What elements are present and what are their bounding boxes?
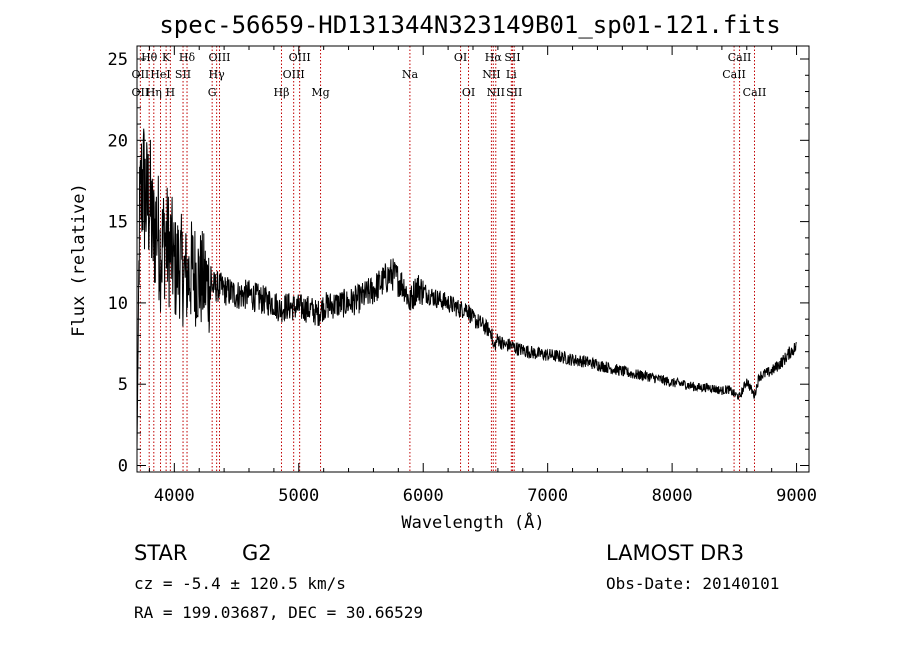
emission-line-label: Mg bbox=[311, 86, 329, 99]
coordinates: RA = 199.03687, DEC = 30.66529 bbox=[134, 603, 423, 622]
x-tick-label: 7000 bbox=[527, 486, 568, 506]
emission-line-label: OII bbox=[132, 86, 150, 99]
emission-line-label: H bbox=[166, 86, 176, 99]
emission-line-label: Hγ bbox=[209, 68, 226, 81]
chart-title: spec-56659-HD131344N323149B01_sp01-121.f… bbox=[159, 11, 780, 39]
x-axis-ticks: 4000 5000 6000 7000 8000 9000 bbox=[148, 46, 817, 506]
y-tick-label: 10 bbox=[108, 294, 128, 314]
emission-line-label: CaII bbox=[743, 86, 767, 99]
object-subclass: G2 bbox=[242, 541, 272, 565]
y-tick-label: 15 bbox=[108, 213, 128, 233]
emission-line-label: CaII bbox=[722, 68, 746, 81]
emission-line-label: OIII bbox=[283, 68, 305, 81]
emission-line-label: OIII bbox=[289, 51, 311, 64]
emission-line-label: OII bbox=[132, 68, 150, 81]
emission-line-label: OI bbox=[454, 51, 467, 64]
x-tick-label: 5000 bbox=[278, 486, 319, 506]
y-axis-label: Flux (relative) bbox=[69, 183, 89, 337]
emission-line-label: OIII bbox=[208, 51, 230, 64]
emission-line-label: Li bbox=[506, 68, 517, 81]
emission-line-label: Hβ bbox=[274, 86, 290, 99]
emission-line-label: K bbox=[162, 51, 171, 64]
survey-name: LAMOST DR3 bbox=[606, 541, 744, 565]
obs-date: Obs-Date: 20140101 bbox=[606, 574, 779, 593]
y-tick-label: 20 bbox=[108, 131, 128, 151]
emission-line-label: Hη bbox=[146, 86, 162, 99]
y-tick-label: 5 bbox=[118, 375, 128, 395]
emission-line-label: SII bbox=[504, 51, 520, 64]
emission-line-label: NII bbox=[482, 68, 500, 81]
emission-line-label: HeI bbox=[150, 68, 170, 81]
emission-line-label: SII bbox=[506, 86, 522, 99]
emission-line-label: NII bbox=[487, 86, 505, 99]
y-tick-label: 25 bbox=[108, 50, 128, 70]
x-tick-label: 9000 bbox=[776, 486, 817, 506]
emission-line-label: Hθ bbox=[141, 51, 158, 64]
plot-frame bbox=[136, 45, 810, 473]
emission-line-label: OI bbox=[462, 86, 475, 99]
emission-line-label: Hα bbox=[485, 51, 503, 64]
emission-line-label: Hδ bbox=[179, 51, 196, 64]
emission-line-label: CaII bbox=[728, 51, 752, 64]
y-axis-ticks: 0 5 10 15 20 25 bbox=[108, 50, 809, 476]
x-tick-label: 4000 bbox=[154, 486, 195, 506]
emission-line-label: Na bbox=[402, 68, 419, 81]
emission-line-label: G bbox=[208, 86, 217, 99]
x-axis-label: Wavelength (Å) bbox=[401, 511, 544, 533]
emission-line-label: SII bbox=[175, 68, 191, 81]
x-tick-label: 8000 bbox=[652, 486, 693, 506]
y-tick-label: 0 bbox=[118, 456, 128, 476]
flux-series-line bbox=[136, 128, 797, 450]
emission-line-markers bbox=[139, 46, 755, 472]
x-tick-label: 6000 bbox=[403, 486, 444, 506]
redshift-text: cz = -5.4 ± 120.5 km/s bbox=[134, 574, 346, 593]
object-class: STAR bbox=[134, 541, 187, 565]
